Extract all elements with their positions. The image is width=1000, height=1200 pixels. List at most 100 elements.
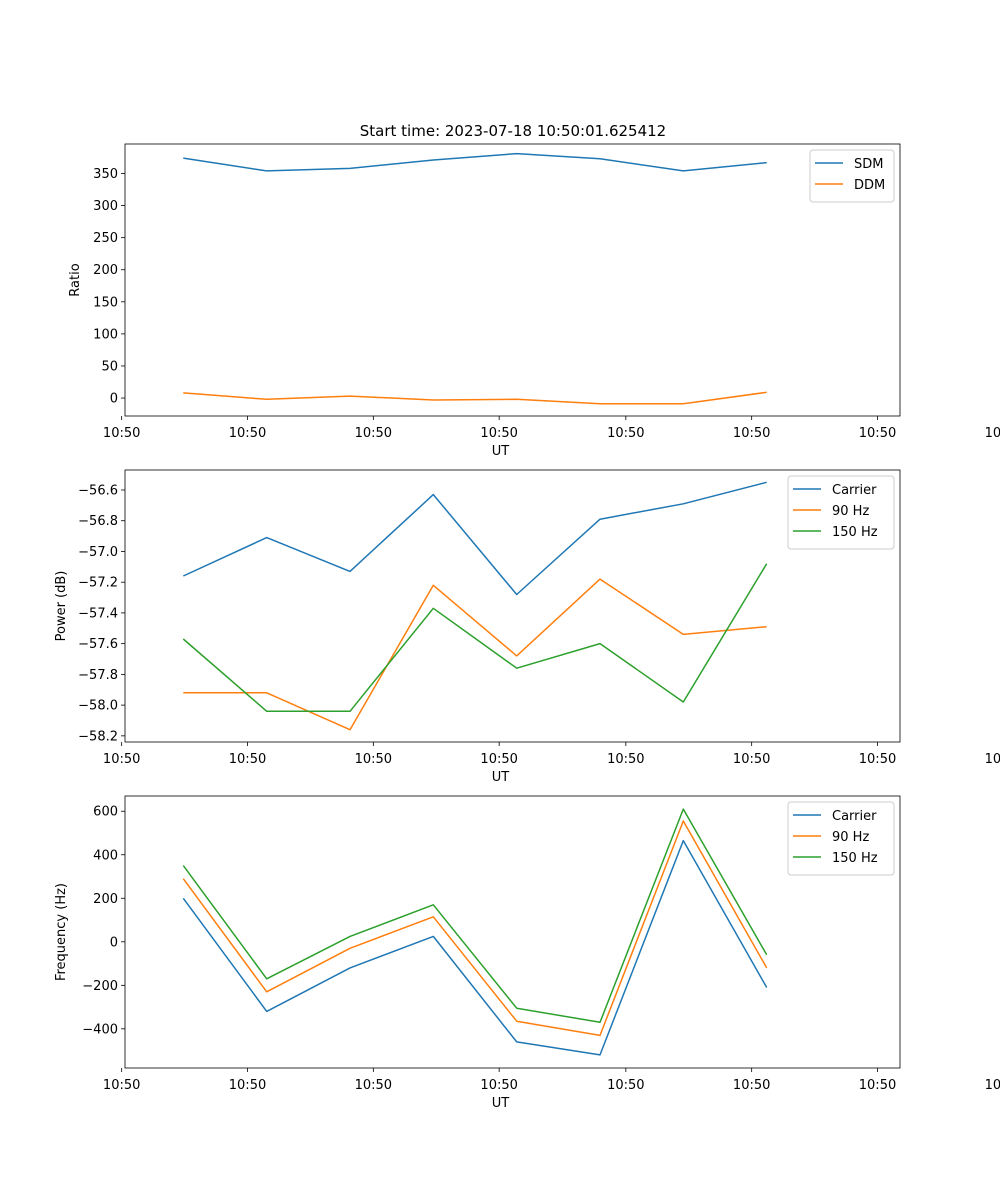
y-axis-label: Frequency (Hz) [54, 883, 69, 981]
x-tick-label: 10:50 [229, 752, 266, 767]
legend-label: DDM [854, 178, 885, 193]
data-point [766, 481, 768, 483]
legend: SDM DDM [809, 149, 895, 203]
x-tick-label: 10:51 [985, 752, 1000, 767]
data-point [766, 162, 768, 164]
y-tick-label: 50 [101, 359, 118, 374]
data-point [766, 987, 768, 989]
data-point [516, 1020, 518, 1022]
legend-label: Carrier [832, 483, 877, 498]
y-tick-label: 350 [93, 167, 118, 182]
data-point [266, 537, 268, 539]
legend-label: 150 Hz [832, 851, 878, 866]
data-point [266, 978, 268, 980]
data-point [183, 157, 185, 159]
legend: Carrier 90 Hz 150 Hz [787, 475, 895, 550]
x-tick-label: 10:51 [985, 1078, 1000, 1093]
data-point [766, 391, 768, 393]
chart-panel-3: 10:50 10:50 10:50 10:50 10:50 10:50 10:50 10:51… [54, 795, 1000, 1111]
y-tick-label: 150 [93, 295, 118, 310]
data-point [683, 820, 685, 822]
x-axis-label: UT [492, 770, 510, 785]
data-point [183, 878, 185, 880]
x-axis-label: UT [492, 444, 510, 459]
data-point [349, 168, 351, 170]
data-point [683, 170, 685, 172]
legend-label: 90 Hz [832, 830, 869, 845]
x-axis-label: UT [492, 1096, 510, 1111]
data-point [266, 710, 268, 712]
data-point [433, 916, 435, 918]
y-tick-label: 600 [93, 805, 118, 820]
data-point [349, 729, 351, 731]
series-line-90-hz [182, 820, 768, 1037]
data-point [433, 904, 435, 906]
data-point [183, 692, 185, 694]
x-tick-label: 10:50 [355, 1078, 392, 1093]
data-point [266, 170, 268, 172]
y-tick-label: 200 [93, 263, 118, 278]
y-tick-label: −400 [82, 1022, 118, 1037]
data-point [599, 403, 601, 405]
data-point [599, 578, 601, 580]
data-point [349, 571, 351, 573]
data-point [183, 575, 185, 577]
y-tick-label: −56.6 [78, 483, 118, 498]
chart-panel-2: 10:50 10:50 10:50 10:50 10:50 10:50 10:50 10:51… [54, 469, 1000, 785]
data-point [433, 399, 435, 401]
y-tick-label: −57.0 [78, 545, 118, 560]
y-tick-label: 0 [110, 935, 118, 950]
data-point [683, 701, 685, 703]
data-point [599, 1022, 601, 1024]
data-point [433, 608, 435, 610]
y-tick-label: 300 [93, 199, 118, 214]
x-tick-label: 10:50 [859, 1078, 896, 1093]
data-point [516, 153, 518, 155]
y-tick-label: 400 [93, 848, 118, 863]
x-tick-label: 10:50 [480, 426, 517, 441]
x-tick-label: 10:50 [103, 1078, 140, 1093]
data-point [516, 655, 518, 657]
data-point [516, 399, 518, 401]
x-tick-label: 10:50 [229, 426, 266, 441]
data-point [766, 967, 768, 969]
y-tick-label: 0 [110, 392, 118, 407]
x-tick-label: 10:50 [355, 752, 392, 767]
series-line-sdm [183, 152, 767, 172]
x-tick-label: 10:50 [480, 1078, 517, 1093]
data-point [683, 808, 685, 810]
data-point [599, 643, 601, 645]
x-tick-label: 10:50 [607, 752, 644, 767]
data-point [599, 1035, 601, 1037]
data-point [599, 158, 601, 160]
y-tick-label: −200 [82, 979, 118, 994]
data-point [266, 399, 268, 401]
data-point [516, 1041, 518, 1043]
series-line-150-hz [182, 563, 768, 713]
series-line-ddm [183, 391, 767, 405]
x-tick-label: 10:51 [985, 426, 1000, 441]
chart-title: Start time: 2023-07-18 10:50:01.625412 [360, 122, 666, 140]
y-tick-label: −57.8 [78, 668, 118, 683]
data-point [183, 897, 185, 899]
y-tick-label: −57.6 [78, 637, 118, 652]
series-line-carrier [182, 839, 768, 1056]
data-point [349, 710, 351, 712]
x-tick-label: 10:50 [859, 426, 896, 441]
legend-label: 90 Hz [832, 504, 869, 519]
data-point [349, 967, 351, 969]
data-point [183, 865, 185, 867]
data-point [183, 638, 185, 640]
axes-frame [124, 143, 901, 417]
x-tick-label: 10:50 [733, 426, 770, 441]
x-tick-label: 10:50 [733, 1078, 770, 1093]
x-tick-label: 10:50 [103, 426, 140, 441]
x-tick-label: 10:50 [103, 752, 140, 767]
y-axis-label: Power (dB) [54, 571, 69, 642]
data-point [516, 1007, 518, 1009]
y-tick-label: −57.4 [78, 606, 118, 621]
data-point [433, 159, 435, 161]
x-tick-label: 10:50 [859, 752, 896, 767]
data-point [349, 936, 351, 938]
series-line-150-hz [182, 808, 768, 1024]
